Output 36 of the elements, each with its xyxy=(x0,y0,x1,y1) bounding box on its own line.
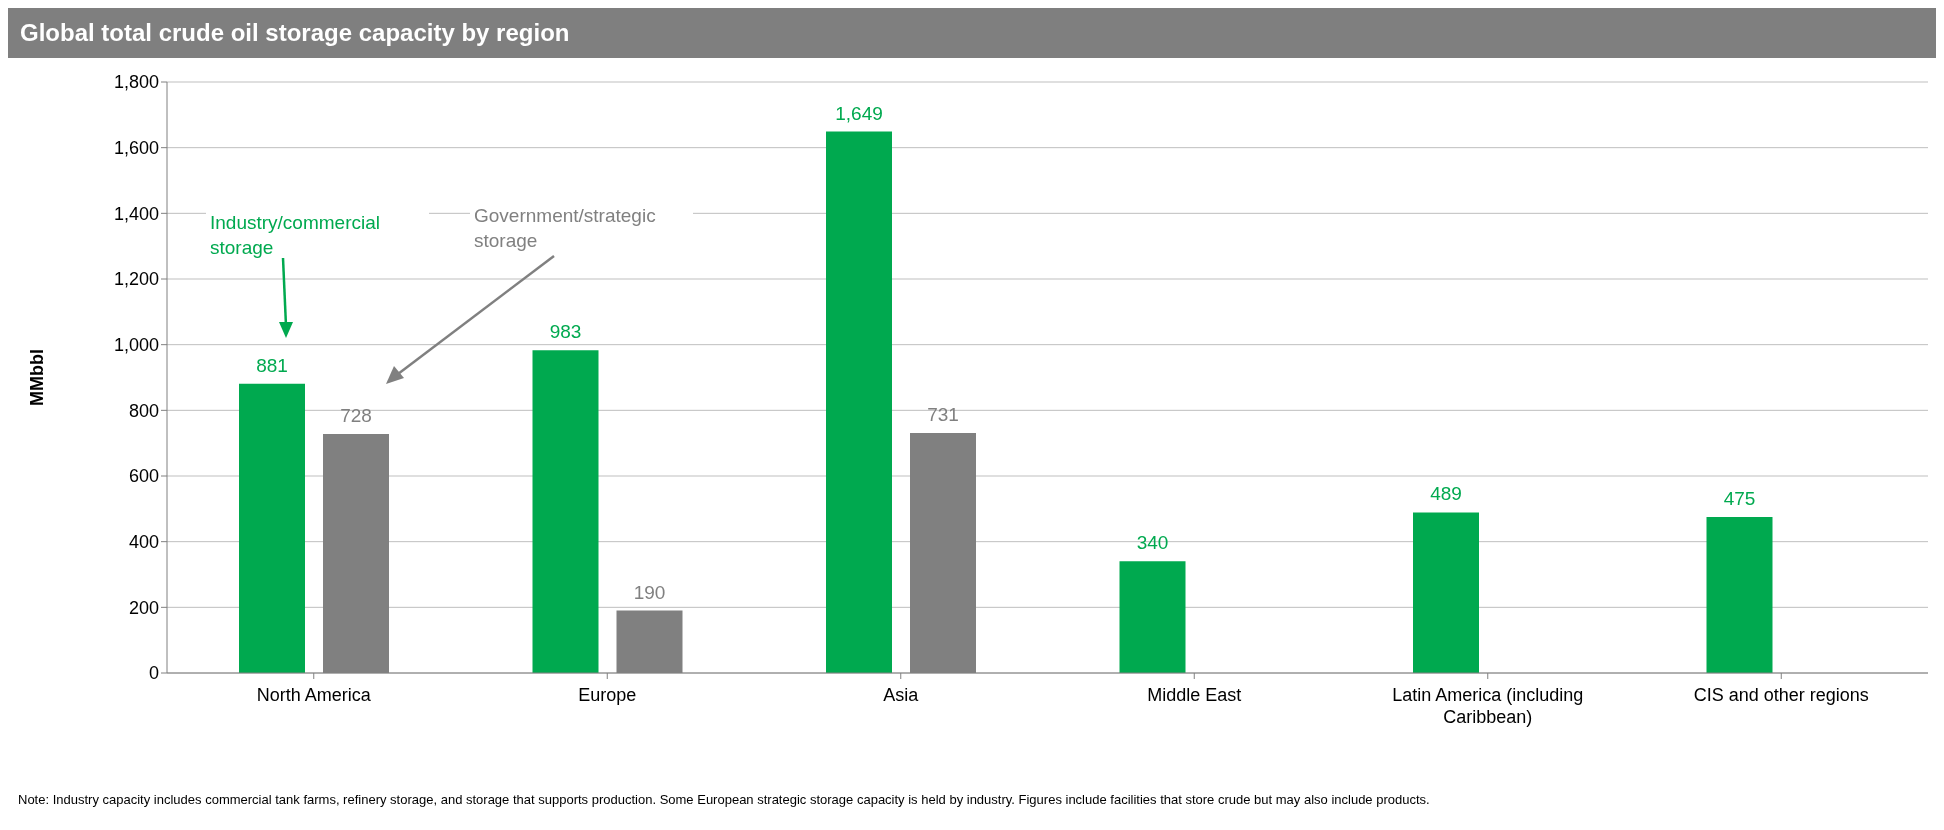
y-tick-label: 1,200 xyxy=(113,269,159,290)
x-tick-label: Asia xyxy=(883,685,920,705)
data-label: 881 xyxy=(256,354,288,376)
x-tick-label: CIS and other regions xyxy=(1693,685,1869,705)
y-tick-label: 1,400 xyxy=(113,203,159,224)
bar xyxy=(532,350,599,673)
data-label: 489 xyxy=(1430,483,1462,505)
text: Note: Industry capacity includes commercial tank farms, refinery storage, and storage that supports production. Some European strategic storage capacity is held by industry. Figures include facilities that store crude but may also include products. xyxy=(18,792,1430,807)
y-tick-label: 1,000 xyxy=(113,335,159,356)
x-tick-label: North America xyxy=(256,685,372,705)
bar xyxy=(1119,561,1186,673)
data-label: 475 xyxy=(1723,488,1756,510)
y-tick-label: 600 xyxy=(128,466,159,487)
x-tick-label: Middle East xyxy=(1147,685,1242,705)
y-axis-title: MMbbl xyxy=(27,349,48,406)
text: Industry/commercial storage xyxy=(206,208,429,262)
y-tick-label: 1,600 xyxy=(113,138,159,159)
bar xyxy=(826,131,892,673)
bar xyxy=(1706,517,1773,673)
chart-title: Global total crude oil storage capacity by region xyxy=(8,8,1936,58)
bar xyxy=(1413,512,1479,673)
bar xyxy=(239,383,305,673)
x-tick-label: Europe xyxy=(578,685,637,705)
data-label: 728 xyxy=(340,404,372,426)
x-tick-label: Latin America (including Caribbean) xyxy=(1392,685,1584,727)
y-tick-label: 800 xyxy=(128,400,159,421)
y-tick-label: 400 xyxy=(128,532,159,553)
y-tick-label: 1,800 xyxy=(113,72,159,93)
data-label: 1,649 xyxy=(835,102,883,124)
data-label: 983 xyxy=(549,321,582,343)
data-label: 340 xyxy=(1136,532,1169,554)
y-tick-label: 0 xyxy=(148,663,159,684)
data-label: 190 xyxy=(633,581,666,603)
text: Government/strategic storage xyxy=(470,201,693,255)
y-tick-label: 200 xyxy=(128,597,159,618)
data-label: 731 xyxy=(927,403,959,425)
